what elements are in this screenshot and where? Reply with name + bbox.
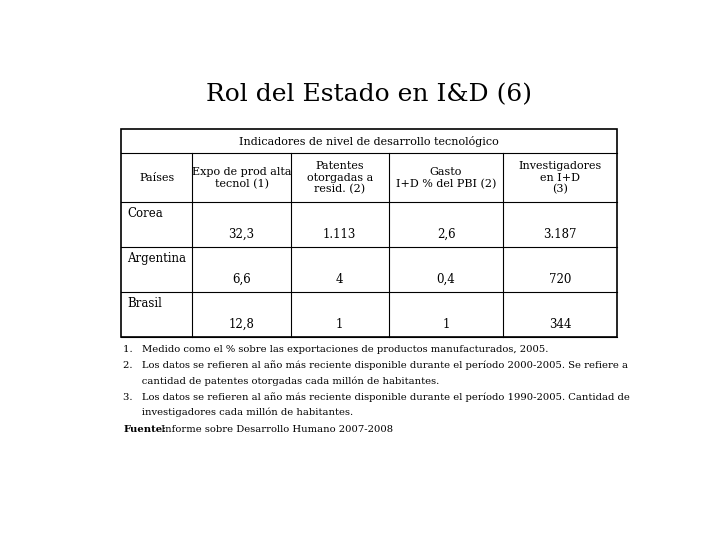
Text: Expo de prod alta
tecnol (1): Expo de prod alta tecnol (1) (192, 167, 292, 189)
Text: Rol del Estado en I&D (6): Rol del Estado en I&D (6) (206, 84, 532, 106)
Text: Investigadores
en I+D
(3): Investigadores en I+D (3) (518, 161, 602, 195)
Text: 3.   Los datos se refieren al año más reciente disponible durante el período 199: 3. Los datos se refieren al año más reci… (124, 392, 630, 402)
Text: 720: 720 (549, 273, 572, 286)
Text: 1: 1 (336, 318, 343, 331)
Text: Indicadores de nivel de desarrollo tecnológico: Indicadores de nivel de desarrollo tecno… (239, 136, 499, 147)
Text: 2.   Los datos se refieren al año más reciente disponible durante el período 200: 2. Los datos se refieren al año más reci… (124, 360, 629, 370)
Text: 6,6: 6,6 (232, 273, 251, 286)
Text: 12,8: 12,8 (228, 318, 254, 331)
Text: 344: 344 (549, 318, 572, 331)
Text: 2,6: 2,6 (437, 228, 455, 241)
Text: 1: 1 (442, 318, 450, 331)
Text: 0,4: 0,4 (436, 273, 455, 286)
Text: investigadores cada millón de habitantes.: investigadores cada millón de habitantes… (124, 408, 354, 417)
Text: Patentes
otorgadas a
resid. (2): Patentes otorgadas a resid. (2) (307, 161, 373, 195)
Text: Gasto
I+D % del PBI (2): Gasto I+D % del PBI (2) (396, 167, 496, 189)
Text: 4: 4 (336, 273, 343, 286)
Text: 32,3: 32,3 (228, 228, 255, 241)
Text: Fuente:: Fuente: (124, 426, 166, 434)
Text: Países: Países (139, 173, 174, 183)
Text: 3.187: 3.187 (544, 228, 577, 241)
Text: Argentina: Argentina (127, 252, 186, 265)
Text: cantidad de patentes otorgadas cada millón de habitantes.: cantidad de patentes otorgadas cada mill… (124, 376, 440, 386)
Bar (121, 129, 617, 337)
Text: Informe sobre Desarrollo Humano 2007-2008: Informe sobre Desarrollo Humano 2007-200… (158, 426, 393, 434)
Text: 1.113: 1.113 (323, 228, 356, 241)
Text: Brasil: Brasil (127, 297, 162, 310)
Text: Corea: Corea (127, 207, 163, 220)
Text: 1.   Medido como el % sobre las exportaciones de productos manufacturados, 2005.: 1. Medido como el % sobre las exportacio… (124, 345, 549, 354)
